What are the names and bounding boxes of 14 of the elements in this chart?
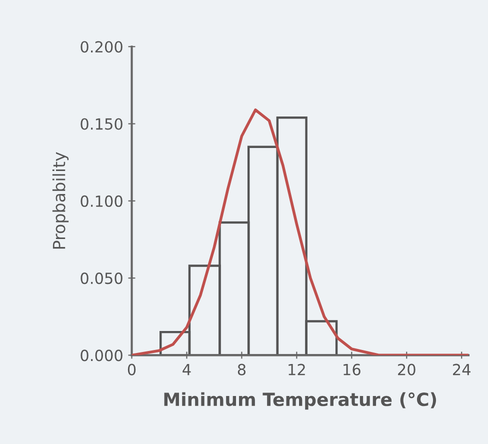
y-axis-title: Propbability [52,152,69,249]
x-axis-title: Minimum Temperature (°C) [164,392,436,410]
x-tick-label: 12 [288,364,305,376]
x-tick-label: 24 [453,364,470,376]
x-tick-label: 0 [128,364,136,376]
y-tick-label: 0.100 [80,195,122,207]
x-tick-label: 8 [238,364,246,376]
y-tick-label: 0.150 [80,118,122,130]
x-tick-label: 4 [182,364,191,376]
y-tick-label: 0.050 [80,272,122,284]
y-tick-label: 0.200 [80,41,122,53]
y-tick-label: 0.000 [80,350,122,362]
x-tick-label: 16 [344,364,360,376]
x-tick-label: 20 [398,364,416,376]
